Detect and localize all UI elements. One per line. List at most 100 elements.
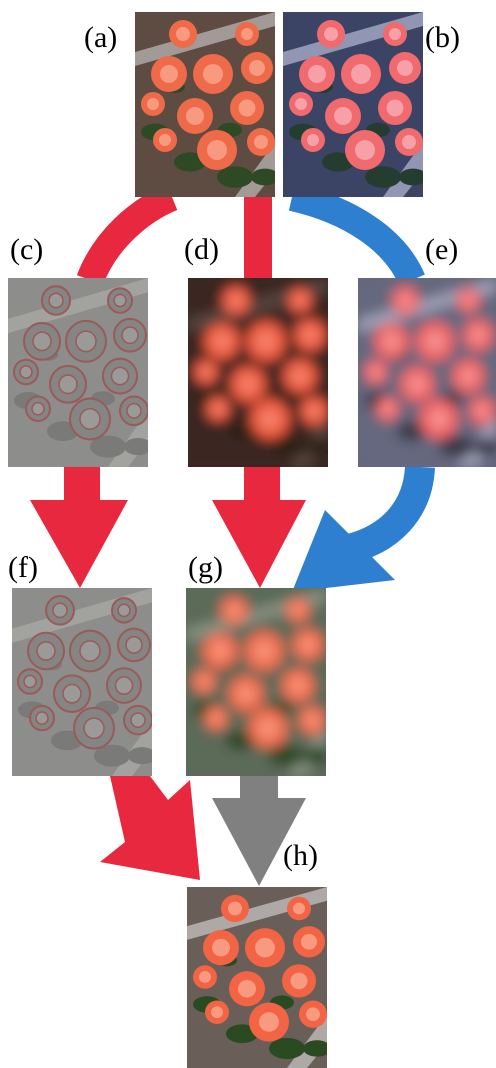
- rose-center: [292, 604, 304, 616]
- arrow-c-f: [30, 467, 128, 588]
- rose-center: [126, 637, 142, 653]
- rose-center: [76, 331, 96, 351]
- rose-center: [160, 65, 178, 83]
- leaf: [399, 169, 427, 186]
- rose-center: [213, 332, 231, 350]
- leaf: [304, 438, 332, 455]
- rose-center: [63, 685, 81, 703]
- rose-center: [249, 60, 265, 76]
- rose-center: [84, 718, 104, 738]
- panel-image: [177, 882, 337, 1068]
- rose-center: [293, 903, 305, 915]
- image-content: [348, 273, 496, 472]
- rose-center: [80, 409, 100, 429]
- leaf: [128, 747, 156, 764]
- panel-image: [348, 273, 496, 472]
- rose-center: [306, 1007, 320, 1021]
- rose-center: [212, 403, 224, 415]
- rose-center: [307, 404, 321, 418]
- rose-center: [301, 934, 317, 950]
- image-content: [273, 7, 433, 202]
- rose-center: [292, 367, 309, 384]
- rose-center: [237, 685, 255, 703]
- rose-center: [131, 713, 145, 727]
- panel-image: [176, 583, 336, 781]
- panel-image: [178, 273, 338, 472]
- rose-center: [118, 604, 130, 616]
- rose-center: [351, 64, 371, 84]
- rose-center: [212, 939, 230, 957]
- panel-label: (b): [425, 21, 460, 54]
- panel-label: (a): [84, 21, 117, 54]
- rose-center: [387, 100, 404, 117]
- rose-center: [408, 375, 426, 393]
- leaf: [251, 169, 279, 186]
- leaf: [365, 166, 401, 188]
- rose-center: [20, 366, 32, 378]
- rose-center: [227, 603, 241, 617]
- rose-center: [305, 713, 319, 727]
- rose-center: [147, 98, 159, 110]
- rose-center: [239, 100, 256, 117]
- rose-center: [256, 331, 276, 351]
- leaf: [124, 438, 152, 455]
- panel-label: (d): [184, 233, 219, 266]
- leaf: [269, 1038, 305, 1059]
- image-content: [177, 882, 337, 1068]
- rose-center: [239, 375, 257, 393]
- panel-image: [2, 583, 162, 781]
- rose-center: [37, 642, 55, 660]
- panel-label: (h): [283, 839, 318, 872]
- leaf: [217, 166, 253, 188]
- rose-center: [260, 409, 280, 429]
- arrow-a-d: [244, 197, 272, 279]
- rose-center: [302, 327, 318, 343]
- rose-center: [300, 637, 316, 653]
- panel-image: [273, 7, 433, 202]
- rose-center: [425, 331, 445, 351]
- rose-center: [294, 294, 306, 306]
- rose-center: [114, 294, 126, 306]
- leaf: [303, 1040, 331, 1056]
- rose-center: [53, 603, 67, 617]
- rose-center: [402, 135, 416, 149]
- image-content: [176, 583, 336, 781]
- panel-image: [0, 273, 158, 472]
- arrow-f-h: [100, 776, 200, 880]
- rose-center: [291, 973, 308, 990]
- rose-center: [398, 293, 412, 307]
- rose-center: [255, 938, 275, 958]
- rose-center: [295, 98, 307, 110]
- rose-center: [290, 677, 307, 694]
- leaf: [302, 747, 330, 764]
- rose-center: [32, 403, 44, 415]
- rose-center: [238, 980, 256, 998]
- image-content: [0, 273, 158, 472]
- rose-center: [36, 712, 48, 724]
- rose-center: [116, 677, 133, 694]
- panel-label: (c): [10, 233, 43, 266]
- rose-center: [186, 107, 204, 125]
- rose-center: [211, 1006, 223, 1018]
- rose-center: [122, 327, 138, 343]
- panel-label: (g): [188, 551, 223, 584]
- rose-center: [127, 404, 141, 418]
- rose-center: [228, 902, 242, 916]
- rose-center: [307, 134, 319, 146]
- rose-center: [200, 366, 212, 378]
- panel-label: (e): [425, 233, 458, 266]
- rose-center: [324, 27, 338, 41]
- image-content: [178, 273, 338, 472]
- rose-center: [159, 134, 171, 146]
- rose-center: [389, 28, 401, 40]
- rose-center: [475, 404, 489, 418]
- rose-center: [49, 293, 63, 307]
- rose-center: [33, 332, 51, 350]
- rose-center: [254, 641, 274, 661]
- rose-center: [397, 60, 413, 76]
- leaf: [439, 436, 474, 458]
- leaf: [270, 436, 306, 458]
- rose-center: [370, 366, 382, 378]
- rose-center: [470, 327, 486, 343]
- rose-center: [460, 367, 477, 384]
